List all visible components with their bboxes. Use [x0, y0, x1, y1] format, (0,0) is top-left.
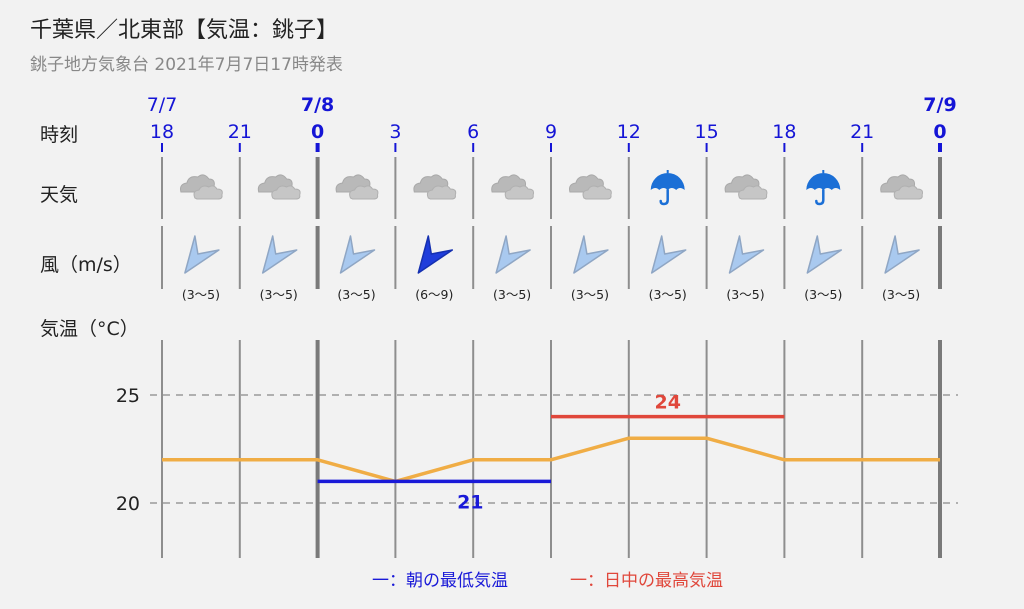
- cloud-icon: [569, 174, 612, 200]
- hour-label: 0: [933, 121, 946, 143]
- wind-range-label: (3〜5): [260, 287, 298, 302]
- wind-arrow-icon: [650, 235, 687, 274]
- hour-label: 18: [150, 121, 174, 143]
- date-label: 7/7: [147, 94, 178, 116]
- cloud-icon: [180, 174, 223, 200]
- cloud-icon: [335, 174, 379, 200]
- hour-label: 12: [617, 121, 641, 143]
- y-tick-label: 20: [116, 493, 140, 515]
- hour-label: 18: [772, 121, 796, 143]
- page-title: 千葉県／北東部【気温：銚子】: [30, 18, 339, 43]
- wind-arrow-icon: [261, 235, 298, 274]
- wind-arrow-icon: [573, 235, 609, 274]
- cloud-icon: [413, 174, 457, 200]
- min-temp-label: 21: [457, 491, 483, 513]
- row-label-weather: 天気: [40, 184, 79, 206]
- wind-range-label: (3〜5): [726, 287, 764, 302]
- temp-line: [162, 436, 940, 484]
- row-label-wind: 風（m/s）: [40, 254, 132, 276]
- wind-arrow-icon: [417, 235, 454, 274]
- row-label-temp: 気温（°C）: [40, 318, 139, 340]
- umbrella-icon: [806, 170, 841, 206]
- wind-range-label: (3〜5): [804, 287, 842, 302]
- hour-label: 3: [389, 121, 401, 143]
- wind-arrow-icon: [184, 235, 220, 274]
- cloud-icon: [724, 174, 768, 200]
- wind-arrow-icon: [339, 235, 376, 274]
- hour-label: 9: [545, 121, 557, 143]
- row-label-time: 時刻: [40, 124, 79, 146]
- cloud-icon: [491, 174, 535, 200]
- wind-range-label: (6〜9): [415, 287, 453, 302]
- legend-max-temp: 一：日中の最高気温: [570, 571, 723, 591]
- wind-range-label: (3〜5): [571, 287, 609, 302]
- wind-arrow-icon: [495, 235, 531, 274]
- wind-range-label: (3〜5): [337, 287, 375, 302]
- hour-label: 15: [695, 121, 719, 143]
- cloud-icon: [257, 174, 301, 200]
- date-label: 7/8: [301, 94, 334, 116]
- hour-label: 6: [467, 121, 479, 143]
- wind-range-label: (3〜5): [493, 287, 531, 302]
- wind-arrow-icon: [728, 235, 765, 274]
- y-tick-label: 25: [116, 385, 140, 407]
- wind-range-label: (3〜5): [882, 287, 920, 302]
- umbrella-icon: [650, 170, 685, 206]
- hour-label: 21: [228, 121, 252, 143]
- legend-min-temp: 一：朝の最低気温: [372, 571, 508, 591]
- hour-label: 21: [850, 121, 874, 143]
- page-subtitle: 銚子地方気象台 2021年7月7日17時発表: [30, 55, 343, 75]
- wind-range-label: (3〜5): [649, 287, 687, 302]
- date-label: 7/9: [923, 94, 956, 116]
- wind-arrow-icon: [884, 235, 920, 274]
- cloud-icon: [880, 174, 924, 200]
- wind-range-label: (3〜5): [182, 287, 220, 302]
- wind-arrow-icon: [806, 235, 843, 274]
- max-temp-label: 24: [654, 392, 680, 414]
- hour-label: 0: [311, 121, 324, 143]
